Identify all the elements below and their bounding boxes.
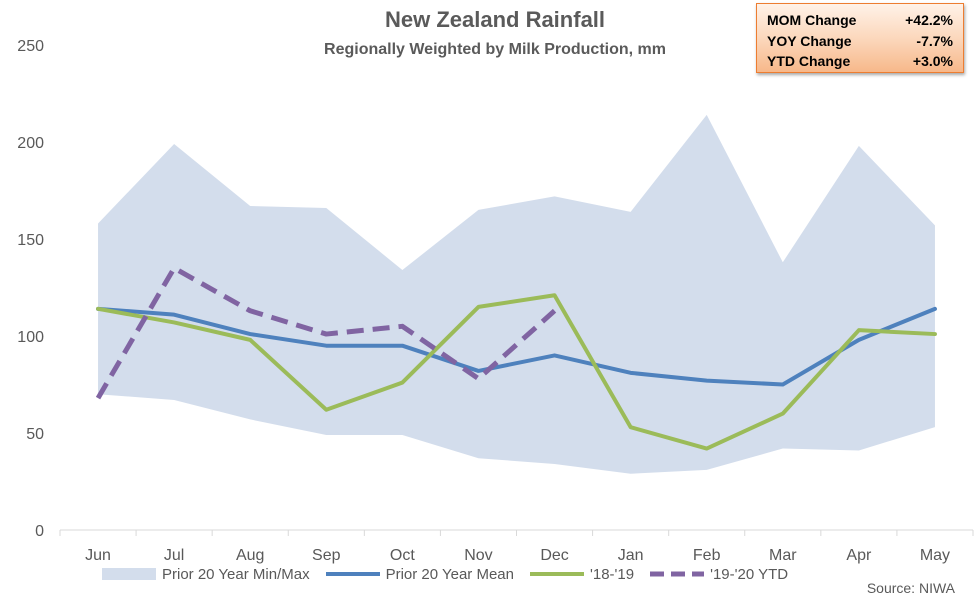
y-tick-label: 200 [17,135,44,152]
stat-value: +3.0% [912,53,953,69]
x-tick-label: Dec [540,547,568,564]
stat-row-yoy: YOY Change -7.7% [767,31,953,52]
x-tick-label: Apr [846,547,872,564]
stat-value: +42.2% [905,12,953,28]
stat-value: -7.7% [916,32,953,49]
change-stats-box: MOM Change +42.2% YOY Change -7.7% YTD C… [756,3,964,73]
x-tick-label: Jun [85,547,111,564]
legend-item-curr: '19-'20 YTD [648,564,788,584]
x-tick-label: Jul [164,547,184,564]
y-tick-label: 0 [35,523,44,540]
legend-swatch-prev [530,572,584,576]
x-tick-label: Sep [312,547,341,564]
x-tick-label: Mar [769,547,797,564]
stat-label: YOY Change [767,32,852,49]
legend-label: Prior 20 Year Min/Max [162,565,310,583]
chart-legend: Prior 20 Year Min/Max Prior 20 Year Mean… [100,564,802,584]
legend-label: '19-'20 YTD [710,565,789,583]
series-line-0 [96,306,937,387]
legend-item-band: Prior 20 Year Min/Max [100,564,310,584]
legend-item-prev: '18-'19 [528,564,634,584]
x-tick-label: Aug [236,547,264,564]
band-min-max-area [98,114,935,474]
x-tick-label: Oct [390,547,415,564]
y-tick-label: 100 [17,329,44,346]
legend-swatch-curr [650,571,705,577]
x-tick-label: May [920,547,950,564]
stat-row-ytd: YTD Change +3.0% [767,51,953,72]
series-line-2 [95,265,557,400]
chart-subtitle: Regionally Weighted by Milk Production, … [324,41,666,58]
legend-label: '18-'19 [590,565,635,583]
legend-swatch-mean [325,572,380,576]
legend-label: Prior 20 Year Mean [385,565,514,583]
y-tick-label: 150 [17,232,44,249]
legend-item-mean: Prior 20 Year Mean [324,564,514,584]
y-tick-label: 50 [26,426,44,443]
stat-label: YTD Change [767,53,851,69]
y-tick-label: 250 [17,38,44,55]
series-line-1 [96,293,937,451]
chart-title: New Zealand Rainfall [384,7,606,32]
legend-swatch-band [102,568,156,580]
x-tick-label: Nov [464,547,492,564]
stat-label: MOM Change [767,12,857,28]
source-note: Source: NIWA [866,580,955,596]
stat-row-mom: MOM Change +42.2% [767,10,953,31]
x-tick-label: Feb [693,547,721,564]
x-tick-label: Jan [618,547,644,564]
